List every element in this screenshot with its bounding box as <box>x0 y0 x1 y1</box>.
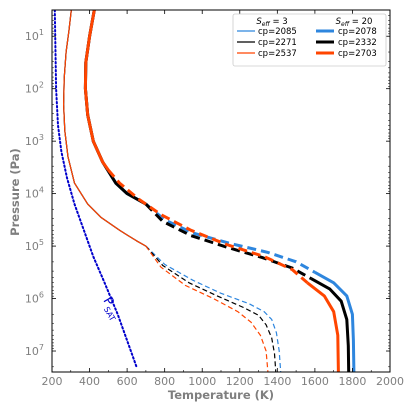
legend-label: cp=2703 <box>338 49 377 59</box>
y-tick-label: 102 <box>25 81 44 96</box>
series-line2-cp-2703 <box>306 281 340 372</box>
legend-label: cp=2078 <box>338 27 377 37</box>
series-dashed-cp-2085 <box>145 245 282 372</box>
legend-header-seff3: Seff = 3 <box>256 17 287 28</box>
series-line-cp-2078 <box>83 10 147 206</box>
series-line-cp-2085 <box>63 10 147 247</box>
y-tick-label: 101 <box>25 28 44 43</box>
x-tick-label: 1000 <box>188 375 216 388</box>
axes: 200 400 600 800 1000 1200 1400 1600 1800 2000 101 1… <box>25 9 404 388</box>
series-line-cp-2703 <box>83 10 110 171</box>
x-tick-label: 2000 <box>376 375 404 388</box>
y-tick-label: 107 <box>25 343 44 358</box>
y-tick-label: 105 <box>25 238 44 253</box>
series-dashed-cp-2271 <box>145 245 277 372</box>
psat-annotation: PSAT <box>98 295 124 323</box>
series-dashed-cp-2078 <box>144 202 316 274</box>
series-line2-cp-2078 <box>314 270 356 372</box>
x-tick-label: 400 <box>79 375 100 388</box>
series-line-cp-2332 <box>83 10 147 206</box>
series-line2-cp-2332 <box>310 277 351 372</box>
x-tick-label: 800 <box>154 375 175 388</box>
x-tick-label: 600 <box>117 375 138 388</box>
legend-label: cp=2332 <box>338 38 377 48</box>
x-tick-label: 1400 <box>263 375 291 388</box>
legend-label: cp=2537 <box>258 49 297 59</box>
series-line-cp-2271 <box>63 10 147 247</box>
series-line-psat <box>53 10 138 368</box>
y-axis-label: Pressure (Pa) <box>8 148 22 236</box>
x-tick-label: 1200 <box>226 375 254 388</box>
series-dashed-cp-2703 <box>107 169 309 284</box>
legend-box <box>232 13 387 67</box>
series-group <box>53 10 356 372</box>
y-tick-label: 103 <box>25 133 44 148</box>
x-axis-label: Temperature (K) <box>168 388 274 402</box>
x-tick-label: 1800 <box>338 375 366 388</box>
x-tick-label: 200 <box>42 375 63 388</box>
series-dashed-cp-2537 <box>145 245 269 372</box>
series-line-cp-2537 <box>63 10 147 247</box>
legend-label: cp=2271 <box>258 38 297 48</box>
x-tick-label: 1600 <box>301 375 329 388</box>
legend-label: cp=2085 <box>258 27 297 37</box>
y-tick-label: 104 <box>25 186 44 201</box>
y-tick-label: 106 <box>25 291 44 306</box>
legend-header-seff20: Seff = 20 <box>336 17 373 28</box>
